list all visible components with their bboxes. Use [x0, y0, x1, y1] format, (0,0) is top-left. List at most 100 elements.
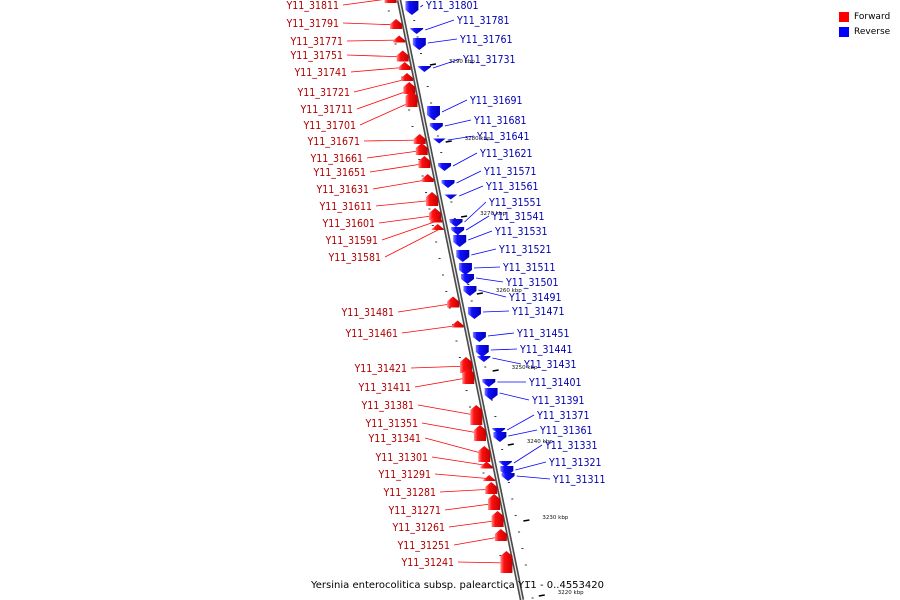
forward-gene-label[interactable]: Y11_31811 — [285, 0, 339, 12]
forward-gene-arrow[interactable] — [429, 208, 442, 220]
forward-gene-label[interactable]: Y11_31631 — [315, 184, 369, 196]
reverse-gene-label[interactable]: Y11_31471 — [511, 306, 565, 318]
reverse-gene-label[interactable]: Y11_31401 — [528, 377, 582, 389]
forward-gene-arrow[interactable] — [431, 224, 444, 230]
forward-gene-label[interactable]: Y11_31721 — [296, 87, 350, 99]
reverse-gene-label[interactable]: Y11_31551 — [488, 197, 542, 209]
reverse-gene-arrow[interactable] — [453, 235, 467, 247]
forward-gene-arrow[interactable] — [485, 482, 498, 494]
forward-gene-arrow[interactable] — [400, 73, 413, 81]
reverse-gene-label[interactable]: Y11_31541 — [491, 211, 545, 223]
forward-gene-label[interactable]: Y11_31611 — [318, 201, 372, 213]
reverse-gene-arrow[interactable] — [449, 219, 463, 227]
reverse-gene-label[interactable]: Y11_31801 — [425, 0, 479, 12]
reverse-gene-arrow[interactable] — [493, 432, 507, 442]
forward-gene-arrow[interactable] — [430, 215, 443, 223]
reverse-gene-arrow[interactable] — [417, 66, 431, 72]
forward-gene-label[interactable]: Y11_31591 — [324, 235, 378, 247]
reverse-gene-arrow[interactable] — [467, 307, 481, 319]
forward-gene-label[interactable]: Y11_31601 — [321, 218, 375, 230]
reverse-gene-arrow[interactable] — [412, 38, 426, 50]
forward-gene-label[interactable]: Y11_31281 — [382, 487, 436, 499]
forward-gene-label[interactable]: Y11_31671 — [306, 136, 360, 148]
reverse-gene-arrow[interactable] — [405, 1, 419, 15]
forward-gene-label[interactable]: Y11_31291 — [377, 469, 431, 481]
forward-gene-label[interactable]: Y11_31351 — [364, 418, 418, 430]
reverse-gene-arrow[interactable] — [501, 473, 515, 481]
forward-gene-label[interactable]: Y11_31741 — [293, 67, 347, 79]
reverse-gene-label[interactable]: Y11_31431 — [523, 359, 577, 371]
forward-gene-arrow[interactable] — [398, 62, 411, 70]
reverse-gene-label[interactable]: Y11_31491 — [508, 292, 562, 304]
reverse-gene-label[interactable]: Y11_31531 — [494, 226, 548, 238]
reverse-gene-label[interactable]: Y11_31641 — [476, 131, 530, 143]
reverse-gene-label[interactable]: Y11_31731 — [462, 54, 516, 66]
forward-gene-label[interactable]: Y11_31461 — [344, 328, 398, 340]
reverse-gene-arrow[interactable] — [444, 194, 458, 200]
reverse-gene-label[interactable]: Y11_31621 — [479, 148, 533, 160]
forward-gene-label[interactable]: Y11_31381 — [360, 400, 414, 412]
reverse-gene-arrow[interactable] — [432, 138, 446, 144]
reverse-gene-label[interactable]: Y11_31321 — [548, 457, 602, 469]
reverse-gene-arrow[interactable] — [456, 250, 470, 262]
forward-gene-arrow[interactable] — [491, 511, 504, 527]
forward-gene-arrow[interactable] — [470, 405, 483, 425]
reverse-gene-arrow[interactable] — [472, 332, 486, 342]
forward-gene-label[interactable]: Y11_31581 — [327, 252, 381, 264]
reverse-gene-arrow[interactable] — [438, 163, 452, 171]
reverse-gene-label[interactable]: Y11_31691 — [469, 95, 523, 107]
forward-gene-arrow[interactable] — [405, 91, 418, 107]
forward-gene-arrow[interactable] — [421, 174, 434, 182]
forward-gene-arrow[interactable] — [418, 156, 431, 168]
forward-gene-label[interactable]: Y11_31701 — [302, 120, 356, 132]
reverse-gene-label[interactable]: Y11_31371 — [536, 410, 590, 422]
forward-gene-label[interactable]: Y11_31411 — [357, 382, 411, 394]
forward-gene-arrow[interactable] — [478, 446, 491, 462]
reverse-gene-label[interactable]: Y11_31501 — [505, 277, 559, 289]
forward-gene-arrow[interactable] — [447, 296, 460, 308]
forward-gene-label[interactable]: Y11_31651 — [312, 167, 366, 179]
forward-gene-label[interactable]: Y11_31771 — [289, 36, 343, 48]
reverse-gene-arrow[interactable] — [451, 227, 465, 235]
reverse-gene-label[interactable]: Y11_31391 — [531, 395, 585, 407]
forward-gene-label[interactable]: Y11_31261 — [391, 522, 445, 534]
forward-gene-arrow[interactable] — [393, 35, 406, 43]
reverse-gene-label[interactable]: Y11_31761 — [459, 34, 513, 46]
reverse-gene-label[interactable]: Y11_31451 — [516, 328, 570, 340]
reverse-gene-label[interactable]: Y11_31331 — [544, 440, 598, 452]
forward-gene-label[interactable]: Y11_31661 — [309, 153, 363, 165]
reverse-gene-arrow[interactable] — [475, 345, 489, 357]
forward-gene-arrow[interactable] — [462, 368, 475, 384]
reverse-gene-label[interactable]: Y11_31571 — [483, 166, 537, 178]
reverse-gene-label[interactable]: Y11_31521 — [498, 244, 552, 256]
reverse-gene-label[interactable]: Y11_31361 — [539, 425, 593, 437]
forward-gene-arrow[interactable] — [403, 82, 416, 94]
forward-gene-label[interactable]: Y11_31301 — [374, 452, 428, 464]
forward-gene-label[interactable]: Y11_31271 — [387, 505, 441, 517]
forward-gene-arrow[interactable] — [415, 143, 428, 155]
reverse-gene-arrow[interactable] — [458, 263, 472, 275]
reverse-gene-arrow[interactable] — [429, 123, 443, 131]
reverse-gene-arrow[interactable] — [477, 356, 491, 362]
reverse-gene-label[interactable]: Y11_31441 — [519, 344, 573, 356]
forward-gene-arrow[interactable] — [413, 134, 426, 144]
forward-gene-label[interactable]: Y11_31751 — [289, 50, 343, 62]
reverse-gene-arrow[interactable] — [426, 106, 440, 120]
forward-gene-arrow[interactable] — [451, 320, 464, 328]
reverse-gene-arrow[interactable] — [498, 461, 512, 467]
forward-gene-arrow[interactable] — [483, 475, 496, 481]
forward-gene-label[interactable]: Y11_31251 — [396, 540, 450, 552]
reverse-gene-arrow[interactable] — [441, 180, 455, 188]
forward-gene-label[interactable]: Y11_31341 — [367, 433, 421, 445]
reverse-gene-label[interactable]: Y11_31781 — [456, 15, 510, 27]
forward-gene-arrow[interactable] — [473, 425, 486, 441]
forward-gene-arrow[interactable] — [390, 19, 403, 29]
forward-gene-label[interactable]: Y11_31711 — [299, 104, 353, 116]
reverse-gene-arrow[interactable] — [484, 388, 498, 400]
forward-gene-label[interactable]: Y11_31791 — [285, 18, 339, 30]
reverse-gene-arrow[interactable] — [482, 379, 496, 387]
reverse-gene-arrow[interactable] — [463, 286, 477, 296]
forward-gene-arrow[interactable] — [494, 529, 507, 541]
forward-gene-label[interactable]: Y11_31241 — [400, 557, 454, 569]
reverse-gene-arrow[interactable] — [460, 274, 474, 284]
